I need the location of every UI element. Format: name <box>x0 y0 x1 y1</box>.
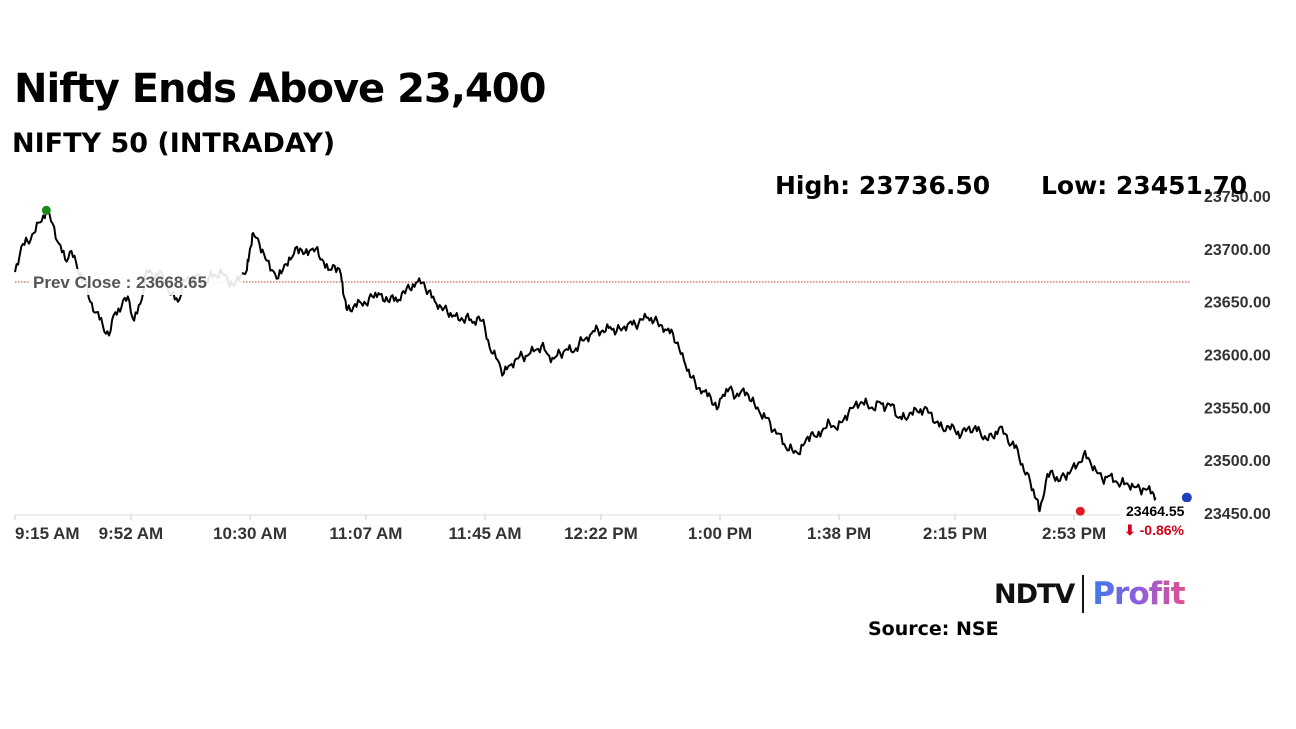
x-tick-label: 11:45 AM <box>448 524 521 543</box>
x-tick-label: 1:38 PM <box>807 524 871 543</box>
high-marker <box>41 205 51 215</box>
logo-ndtv-text: NDTV <box>994 578 1075 610</box>
y-tick-label: 23450.00 <box>1204 506 1271 523</box>
prev-close-label-bg <box>30 269 242 295</box>
x-tick-label: 11:07 AM <box>329 524 402 543</box>
change-percent-label: ⬇ -0.86% <box>1124 522 1185 538</box>
last-price-label-bg <box>1120 502 1194 538</box>
y-tick-label: 23750.00 <box>1204 189 1271 206</box>
y-tick-label: 23650.00 <box>1204 295 1271 312</box>
last-price-marker <box>1181 492 1192 503</box>
x-tick-label: 2:15 PM <box>923 524 987 543</box>
y-tick-label: 23600.00 <box>1204 348 1271 365</box>
x-tick-label: 1:00 PM <box>688 524 752 543</box>
x-tick-label: 10:30 AM <box>213 524 287 543</box>
day-low-label: Low: 23451.70 <box>1041 171 1247 200</box>
day-high-label: High: 23736.50 <box>775 171 990 200</box>
logo-profit-text: Profit <box>1092 576 1185 612</box>
x-axis: 9:15 AM 9:52 AM 10:30 AM 11:07 AM 11:45 AM 12… <box>14 514 1190 543</box>
chart-title: Nifty Ends Above 23,400 <box>14 66 546 112</box>
price-series-line <box>14 208 1157 513</box>
source-note: Source: NSE <box>868 618 999 640</box>
x-tick-label: 12:22 PM <box>564 524 638 543</box>
y-axis: 23450.00 23500.00 23550.00 23600.00 23650.00… <box>1204 189 1271 523</box>
x-tick-label: 9:52 AM <box>99 524 164 543</box>
y-tick-label: 23500.00 <box>1204 453 1271 470</box>
last-price-label: 23464.55 <box>1126 503 1185 519</box>
ndtv-profit-logo: NDTV Profit <box>994 572 1186 616</box>
low-marker <box>1075 506 1085 516</box>
prev-close-label: Prev Close : 23668.65 <box>33 273 207 292</box>
logo-separator <box>1082 575 1085 613</box>
x-tick-label: 9:15 AM <box>15 524 80 543</box>
y-tick-label: 23550.00 <box>1204 400 1271 417</box>
chart-subtitle: NIFTY 50 (INTRADAY) <box>12 128 336 159</box>
y-tick-label: 23700.00 <box>1204 242 1271 259</box>
x-tick-label: 2:53 PM <box>1042 524 1106 543</box>
